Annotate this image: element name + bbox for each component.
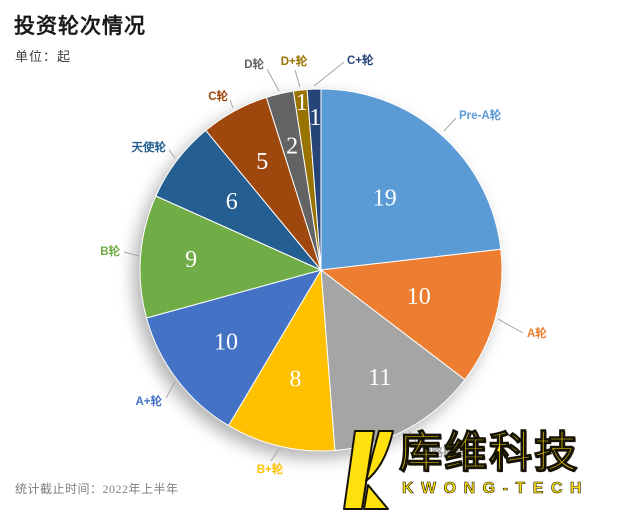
pie-slice [306,88,322,271]
slice-category-label: B轮 [100,244,120,258]
slice-category-label: D+轮 [281,54,308,68]
leader-line [313,61,345,87]
pie-slice [320,268,466,452]
slice-value-label: 1 [296,90,308,116]
page-title: 投资轮次情况 [14,14,146,38]
logo-name-en: KWONG-TECH [402,480,589,498]
slice-value-label: 9 [185,247,197,273]
slice-value-label: 10 [214,329,238,355]
slice-category-label: A轮 [527,326,547,340]
pie-slice [320,88,502,271]
leader-line [229,99,234,109]
pie-slice [139,195,323,319]
leader-line [165,381,176,399]
slice-value-label: 1 [309,105,321,131]
slice-category-label: Pre-A轮 [459,108,502,122]
slice-value-label: 11 [368,365,391,391]
logo: 库维科技 KWONG-TECH [342,428,640,512]
slice-category-label: 战略融资 [420,445,466,459]
slice-value-label: 8 [289,366,301,392]
slice-category-label: 天使轮 [132,140,167,154]
footer-note: 统计截止时间：2022年上半年 [15,482,179,496]
leader-line [408,430,420,448]
unit-label: 单位：起 [15,49,72,64]
slice-value-label: 2 [286,134,298,160]
logo-k-icon [343,430,394,510]
logo-name-cn: 库维科技 [398,428,579,477]
leader-line [266,68,280,92]
slice-value-label: 19 [373,185,397,211]
slice-category-label: C+轮 [347,53,374,67]
pie-slice [145,269,323,427]
leader-line [497,318,524,334]
leader-line [294,69,301,88]
pie-slice [227,268,336,452]
slice-category-label: A+轮 [135,394,162,408]
slice-category-label: D轮 [244,57,264,71]
leader-line [123,251,140,257]
pie-slice [319,248,503,381]
logo-text: 库维科技 KWONG-TECH [398,428,589,498]
slice-value-label: 6 [226,189,238,215]
slice-category-label: B+轮 [257,462,284,476]
slice-value-label: 5 [256,149,268,175]
leader-line [270,448,280,462]
leader-line [443,117,457,132]
slice-category-label: C轮 [208,89,228,103]
leader-line [168,149,176,159]
slice-value-label: 10 [407,284,431,310]
